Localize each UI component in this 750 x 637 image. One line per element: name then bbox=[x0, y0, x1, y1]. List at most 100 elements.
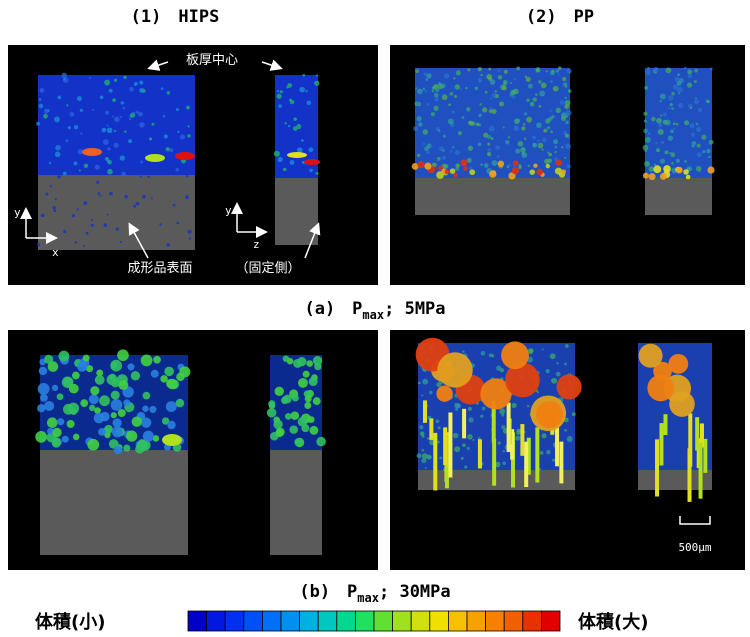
speckle bbox=[99, 395, 110, 406]
speckle bbox=[524, 138, 526, 140]
speckle bbox=[77, 208, 79, 210]
speckle bbox=[515, 436, 520, 441]
speckle bbox=[498, 161, 504, 167]
speckle bbox=[706, 149, 710, 153]
speckle bbox=[423, 129, 428, 134]
speckle bbox=[444, 73, 449, 78]
speckle bbox=[669, 152, 671, 154]
speckle bbox=[668, 354, 688, 374]
fiber bbox=[524, 442, 528, 487]
speckle bbox=[283, 355, 289, 361]
speckle bbox=[69, 384, 79, 394]
speckle bbox=[419, 425, 423, 429]
speckle bbox=[677, 87, 683, 93]
speckle bbox=[454, 95, 457, 98]
speckle bbox=[709, 140, 714, 145]
speckle bbox=[121, 101, 124, 104]
speckle bbox=[309, 426, 318, 435]
speckle bbox=[561, 169, 566, 174]
speckle bbox=[536, 401, 563, 428]
speckle bbox=[533, 143, 536, 146]
sample-bottom bbox=[275, 178, 318, 245]
speckle bbox=[164, 134, 168, 138]
axis-label: z bbox=[253, 238, 260, 251]
speckle bbox=[528, 84, 533, 89]
caption-condition: ; 30MPa bbox=[379, 582, 451, 602]
speckle bbox=[658, 123, 662, 127]
speckle bbox=[120, 241, 122, 243]
speckle bbox=[424, 146, 429, 151]
speckle bbox=[124, 195, 128, 199]
speckle bbox=[107, 128, 113, 134]
speckle bbox=[62, 436, 69, 443]
speckle bbox=[696, 123, 699, 126]
speckle bbox=[431, 112, 435, 116]
speckle bbox=[133, 112, 135, 114]
speckle bbox=[132, 416, 142, 426]
speckle bbox=[499, 408, 505, 414]
speckle bbox=[79, 170, 81, 172]
speckle bbox=[123, 76, 126, 79]
sample-bottom bbox=[645, 178, 712, 215]
speckle bbox=[458, 131, 462, 135]
speckle bbox=[114, 79, 117, 82]
speckle bbox=[460, 89, 462, 91]
speckle bbox=[556, 372, 561, 377]
speckle bbox=[467, 434, 473, 440]
speckle bbox=[496, 365, 501, 370]
speckle bbox=[175, 168, 179, 172]
speckle bbox=[290, 160, 295, 165]
colorbar-cell bbox=[504, 611, 523, 631]
speckle bbox=[647, 67, 650, 70]
speckle bbox=[664, 150, 668, 154]
colorbar-cell bbox=[541, 611, 560, 631]
speckle bbox=[437, 441, 440, 444]
speckle bbox=[665, 67, 671, 73]
speckle bbox=[694, 69, 698, 73]
speckle bbox=[651, 117, 655, 121]
speckle bbox=[553, 86, 559, 92]
speckle bbox=[684, 120, 689, 125]
speckle bbox=[684, 67, 687, 70]
speckle bbox=[683, 169, 689, 175]
speckle bbox=[309, 147, 314, 152]
speckle bbox=[417, 89, 423, 95]
speckle bbox=[69, 112, 74, 117]
speckle bbox=[127, 363, 134, 370]
speckle bbox=[488, 148, 491, 151]
speckle bbox=[546, 450, 551, 455]
speckle bbox=[77, 362, 87, 372]
speckle bbox=[83, 355, 90, 362]
speckle bbox=[542, 138, 547, 143]
speckle bbox=[527, 405, 530, 408]
speckle bbox=[137, 440, 148, 451]
speckle bbox=[161, 87, 164, 90]
speckle bbox=[656, 148, 660, 152]
speckle bbox=[94, 413, 104, 423]
colorbar-cell bbox=[355, 611, 374, 631]
speckle bbox=[550, 353, 556, 359]
speckle bbox=[489, 126, 495, 132]
speckle bbox=[671, 107, 674, 110]
speckle bbox=[52, 428, 61, 437]
speckle bbox=[512, 95, 516, 99]
speckle bbox=[136, 202, 140, 206]
speckle bbox=[63, 404, 74, 415]
speckle bbox=[77, 96, 82, 101]
speckle bbox=[420, 432, 425, 437]
speckle bbox=[285, 413, 292, 420]
speckle bbox=[483, 133, 488, 138]
speckle bbox=[314, 81, 319, 86]
speckle bbox=[438, 426, 441, 429]
speckle bbox=[448, 103, 451, 106]
speckle bbox=[104, 223, 108, 227]
speckle bbox=[475, 86, 479, 90]
speckle bbox=[487, 152, 491, 156]
fiber bbox=[492, 438, 496, 485]
speckle bbox=[101, 128, 106, 133]
colorbar-cell bbox=[262, 611, 281, 631]
speckle bbox=[698, 108, 702, 112]
fiber bbox=[462, 409, 466, 439]
speckle bbox=[565, 144, 571, 150]
fiber bbox=[535, 427, 539, 482]
